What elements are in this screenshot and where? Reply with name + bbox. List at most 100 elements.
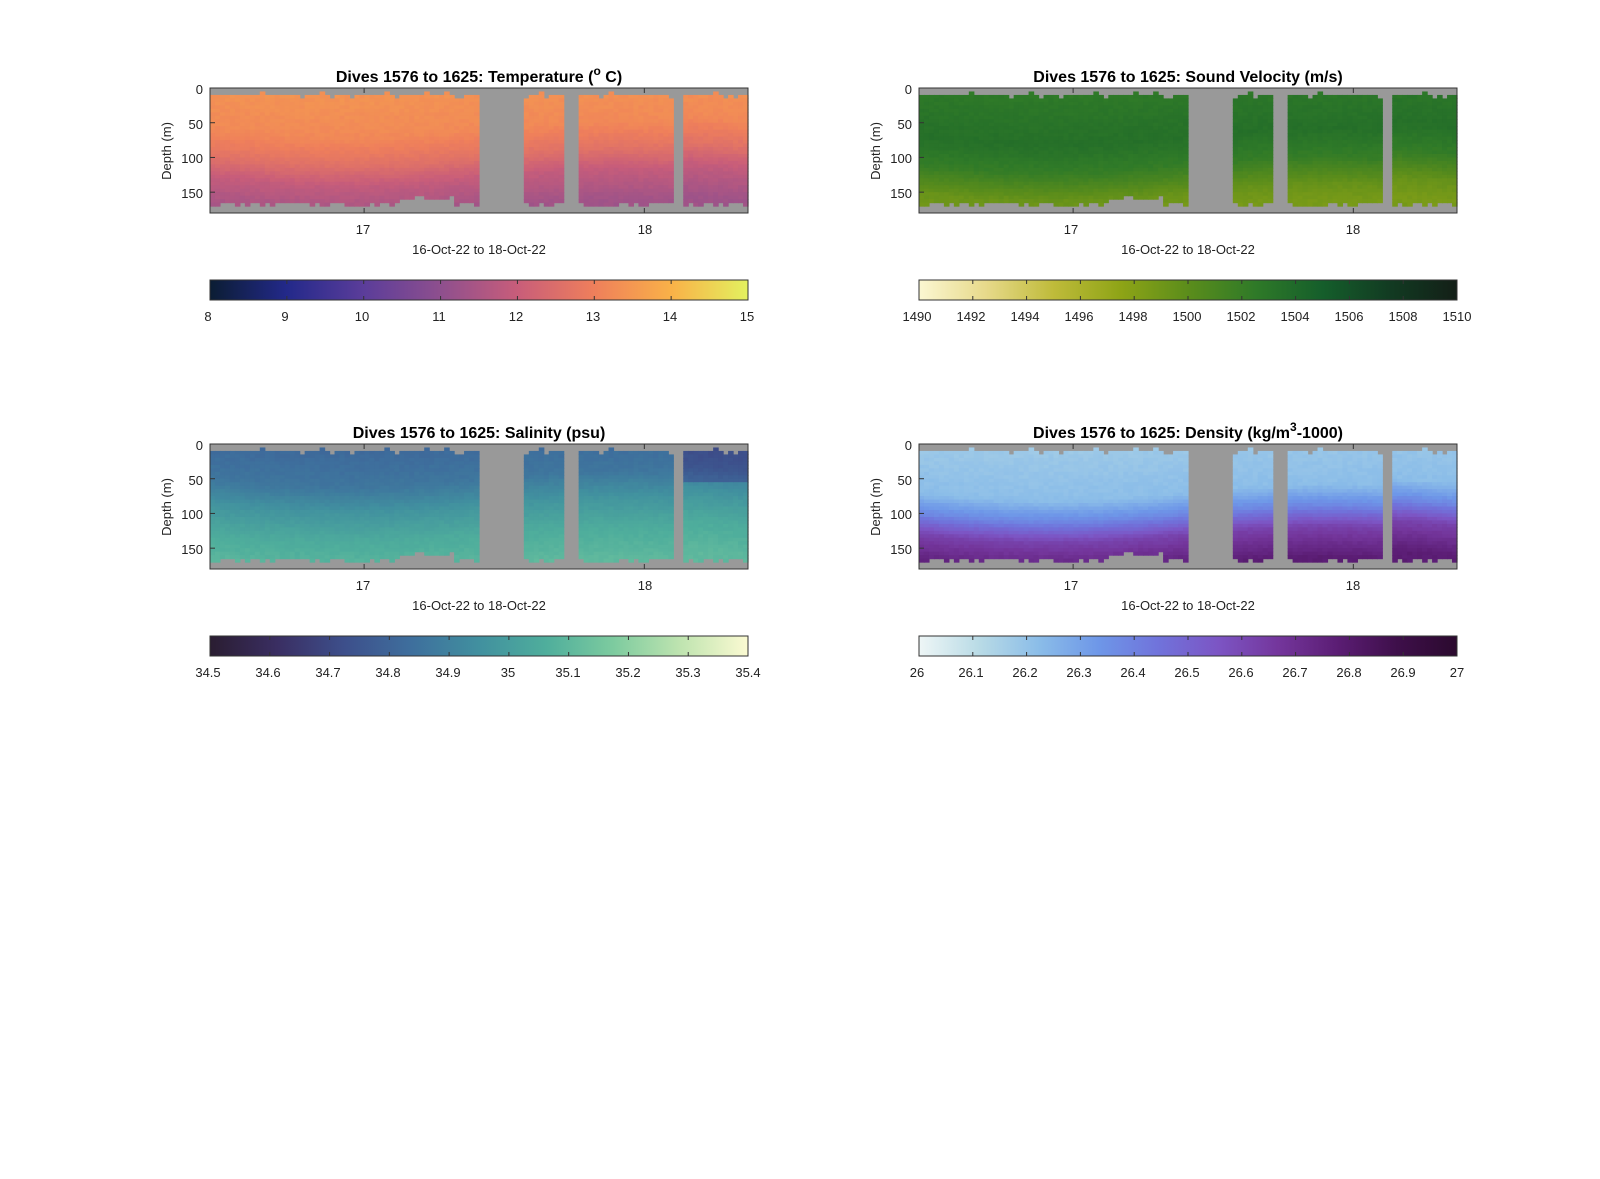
heatmap-cell xyxy=(234,129,241,134)
heatmap-cell xyxy=(928,133,935,138)
heatmap-cell xyxy=(234,133,241,138)
heatmap-cell xyxy=(663,174,669,179)
heatmap-cell xyxy=(543,105,550,110)
heatmap-cell xyxy=(1003,115,1010,120)
heatmap-cell xyxy=(953,188,960,193)
heatmap-cell xyxy=(578,94,585,100)
heatmap-cell xyxy=(708,199,714,204)
heatmap-cell xyxy=(469,199,475,204)
heatmap-cell xyxy=(364,143,371,148)
heatmap-cell xyxy=(279,195,286,200)
heatmap-cell xyxy=(698,157,704,162)
heatmap-cell xyxy=(1113,122,1119,127)
heatmap-cell xyxy=(459,112,465,117)
heatmap-cell xyxy=(623,108,630,113)
heatmap-cell xyxy=(1118,195,1124,200)
heatmap-cell xyxy=(274,126,281,131)
heatmap-cell xyxy=(613,199,620,204)
heatmap-cell xyxy=(728,157,734,162)
heatmap-cell xyxy=(603,181,610,186)
heatmap-cell xyxy=(454,188,460,193)
heatmap-cell xyxy=(698,178,704,183)
heatmap-cell xyxy=(1098,94,1104,100)
heatmap-cell xyxy=(688,112,694,117)
heatmap-cell xyxy=(1183,167,1189,172)
heatmap-cell xyxy=(294,199,301,204)
heatmap-cell xyxy=(713,157,719,162)
heatmap-cell xyxy=(299,119,306,124)
heatmap-cell xyxy=(1043,140,1050,145)
heatmap-cell xyxy=(254,140,261,145)
heatmap-cell xyxy=(958,167,965,172)
heatmap-cell xyxy=(633,112,640,117)
heatmap-cell xyxy=(1178,167,1184,172)
heatmap-cell xyxy=(314,115,321,120)
heatmap-cell xyxy=(224,112,231,117)
heatmap-cell xyxy=(643,108,649,113)
heatmap-cell xyxy=(419,105,425,110)
heatmap-cell xyxy=(603,174,610,179)
heatmap-cell xyxy=(1118,119,1124,124)
heatmap-cell xyxy=(449,147,455,152)
heatmap-cell xyxy=(693,185,699,190)
heatmap-cell xyxy=(464,94,470,100)
heatmap-cell xyxy=(953,178,960,183)
heatmap-cell xyxy=(698,185,704,190)
heatmap-cell xyxy=(1133,115,1139,120)
heatmap-cell xyxy=(1103,181,1109,186)
heatmap-cell xyxy=(603,171,610,176)
heatmap-cell xyxy=(733,126,739,131)
heatmap-cell xyxy=(274,136,281,141)
heatmap-cell xyxy=(1083,188,1089,193)
heatmap-cell xyxy=(1018,185,1025,190)
heatmap-cell xyxy=(299,133,306,138)
heatmap-cell xyxy=(703,136,709,141)
heatmap-cell xyxy=(344,195,351,200)
heatmap-cell xyxy=(1163,174,1169,179)
heatmap-cell xyxy=(1257,115,1264,120)
heatmap-cell xyxy=(1237,202,1244,207)
heatmap-cell xyxy=(919,140,925,145)
heatmap-cell xyxy=(533,98,540,103)
heatmap-cell xyxy=(409,94,415,100)
heatmap-cell xyxy=(1173,119,1179,124)
heatmap-cell xyxy=(294,119,301,124)
heatmap-cell xyxy=(359,115,366,120)
heatmap-cell xyxy=(558,181,565,186)
heatmap-cell xyxy=(938,129,945,134)
heatmap-cell xyxy=(603,150,610,155)
heatmap-cell xyxy=(983,181,990,186)
heatmap-cell xyxy=(319,185,326,190)
heatmap-cell xyxy=(688,126,694,131)
heatmap-cell xyxy=(1103,160,1109,165)
heatmap-cell xyxy=(1018,94,1025,100)
heatmap-cell xyxy=(1063,129,1070,134)
heatmap-cell xyxy=(533,185,540,190)
heatmap-cell xyxy=(289,98,296,103)
heatmap-cell xyxy=(324,195,331,200)
heatmap-cell xyxy=(538,150,545,155)
heatmap-cell xyxy=(1108,119,1114,124)
heatmap-cell xyxy=(953,122,960,127)
heatmap-cell xyxy=(1053,185,1060,190)
heatmap-cell xyxy=(1163,153,1169,159)
heatmap-cell xyxy=(1133,192,1139,197)
heatmap-cell xyxy=(668,136,674,141)
heatmap-cell xyxy=(414,188,420,193)
heatmap-cell xyxy=(1023,140,1030,145)
heatmap-cell xyxy=(1128,157,1134,162)
heatmap-cell xyxy=(618,157,625,162)
heatmap-cell xyxy=(693,133,699,138)
heatmap-cell xyxy=(743,94,749,100)
heatmap-cell xyxy=(958,143,965,148)
heatmap-cell xyxy=(269,167,276,172)
heatmap-cell xyxy=(464,153,470,159)
heatmap-cell xyxy=(703,122,709,127)
heatmap-cell xyxy=(399,171,405,176)
heatmap-cell xyxy=(548,164,555,169)
heatmap-cell xyxy=(1103,101,1109,106)
heatmap-cell xyxy=(1252,112,1259,117)
heatmap-cell xyxy=(304,94,311,100)
heatmap-cell xyxy=(613,178,620,183)
heatmap-cell xyxy=(1023,126,1030,131)
